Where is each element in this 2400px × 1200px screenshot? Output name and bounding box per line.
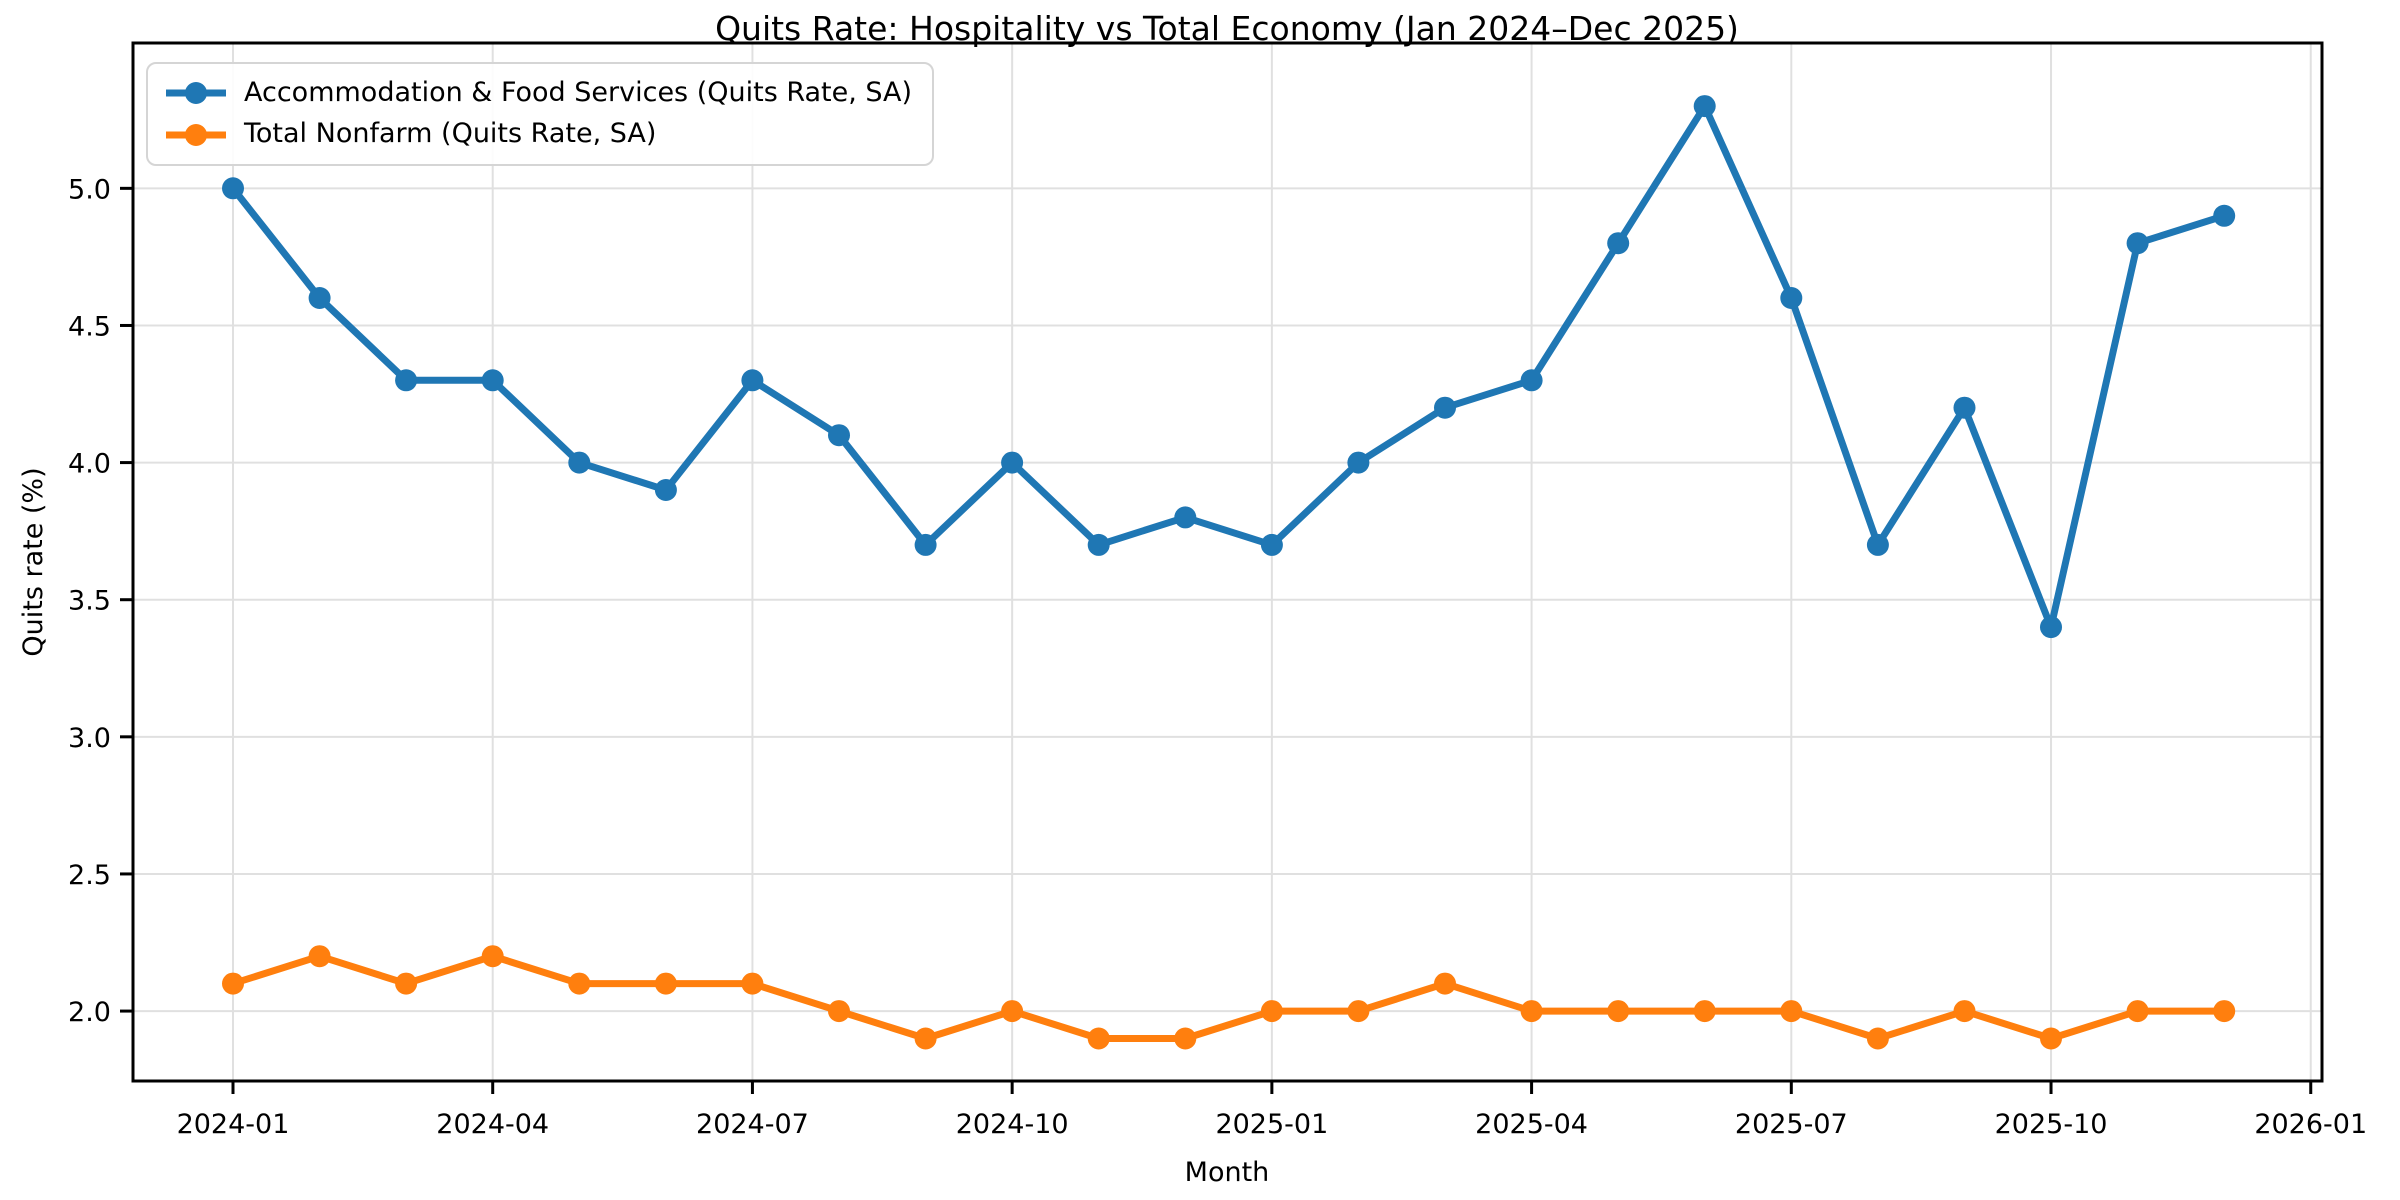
data-point-marker: [2126, 1000, 2149, 1023]
data-point-marker: [1520, 1000, 1543, 1023]
data-point-marker: [1174, 506, 1197, 529]
series-layer: [222, 95, 2236, 1050]
data-point-marker: [1866, 533, 1889, 556]
data-point-marker: [395, 369, 418, 392]
plot-frame: [131, 41, 2324, 1083]
data-point-marker: [1087, 1027, 1110, 1050]
data-point-marker: [1174, 1027, 1197, 1050]
data-point-marker: [1087, 533, 1110, 556]
y-tick-label: 2.5: [68, 860, 111, 891]
data-point-marker: [741, 369, 764, 392]
data-point-marker: [654, 479, 677, 501]
legend: Accommodation & Food Services (Quits Rat…: [146, 62, 935, 166]
data-point-marker: [2126, 232, 2149, 255]
y-axis-label: Quits rate (%): [18, 467, 49, 656]
data-point-marker: [222, 177, 244, 200]
tick-layer: 2024-01 2024-04 2024-07 2024-10 2025-01 2025-…: [68, 174, 2367, 1140]
x-tick-label: 2026-01: [2254, 1109, 2367, 1140]
data-point-marker: [828, 1000, 850, 1023]
x-tick-label: 2024-07: [696, 1109, 809, 1140]
y-tick-label: 5.0: [68, 174, 111, 205]
x-tick-label: 2025-10: [1995, 1109, 2108, 1140]
y-tick-label: 4.5: [68, 311, 111, 342]
data-point-marker: [1260, 533, 1283, 556]
data-point-marker: [2040, 616, 2062, 639]
x-tick-label: 2025-01: [1215, 1109, 1328, 1140]
legend-item-total-nonfarm: Total Nonfarm (Quits Rate, SA): [164, 118, 912, 150]
series-accommodation-food-services: [222, 95, 2236, 639]
data-point-marker: [1607, 1000, 1630, 1023]
data-point-marker: [308, 945, 331, 968]
y-tick-label: 3.0: [68, 723, 111, 754]
y-tick-label: 3.5: [68, 586, 111, 617]
data-point-marker: [2040, 1027, 2062, 1050]
series-line: [230, 102, 2226, 631]
data-point-marker: [1347, 451, 1370, 474]
x-tick-label: 2025-04: [1475, 1109, 1588, 1140]
legend-item-label: Accommodation & Food Services (Quits Rat…: [244, 77, 913, 108]
legend-line-marker-icon: [166, 123, 226, 146]
data-point-marker: [914, 1027, 937, 1050]
data-point-marker: [741, 972, 764, 995]
grid-layer: [133, 43, 2322, 1081]
legend-item-accommodation-food-services: Accommodation & Food Services (Quits Rat…: [164, 77, 912, 109]
data-point-marker: [568, 972, 591, 995]
data-point-marker: [1693, 95, 1716, 118]
data-point-marker: [1260, 1000, 1283, 1023]
data-point-marker: [914, 533, 937, 556]
data-point-marker: [568, 451, 591, 474]
data-point-marker: [1780, 1000, 1803, 1023]
data-point-marker: [1693, 1000, 1716, 1023]
x-tick-label: 2024-04: [436, 1109, 549, 1140]
data-point-marker: [481, 369, 504, 392]
data-point-marker: [1001, 1000, 1024, 1023]
legend-item-label: Total Nonfarm (Quits Rate, SA): [244, 118, 657, 150]
data-point-marker: [828, 424, 850, 447]
data-point-marker: [1780, 287, 1803, 309]
y-tick-label: 4.0: [68, 449, 111, 480]
data-point-marker: [2213, 204, 2236, 227]
data-point-marker: [1434, 972, 1456, 995]
data-point-marker: [1953, 396, 1976, 419]
data-point-marker: [1434, 396, 1456, 419]
x-tick-label: 2024-10: [956, 1109, 1069, 1140]
x-tick-label: 2024-01: [177, 1109, 290, 1140]
data-point-marker: [1001, 451, 1024, 474]
data-point-marker: [1866, 1027, 1889, 1050]
data-point-marker: [1607, 232, 1630, 255]
data-point-marker: [1347, 1000, 1370, 1023]
data-point-marker: [481, 945, 504, 968]
data-point-marker: [654, 972, 677, 995]
data-point-marker: [395, 972, 418, 995]
series-line: [231, 952, 2225, 1042]
x-tick-label: 2025-07: [1735, 1109, 1848, 1140]
legend-line-marker-icon: [166, 82, 226, 105]
x-axis-label: Month: [1185, 1157, 1270, 1188]
data-point-marker: [1953, 1000, 1976, 1023]
y-tick-label: 2.0: [68, 997, 111, 1028]
chart-title: Quits Rate: Hospitality vs Total Economy…: [715, 9, 1739, 48]
data-point-marker: [308, 287, 331, 309]
data-point-marker: [222, 972, 244, 995]
data-point-marker: [2213, 1000, 2236, 1023]
series-total-nonfarm: [222, 945, 2236, 1050]
data-point-marker: [1520, 369, 1543, 392]
